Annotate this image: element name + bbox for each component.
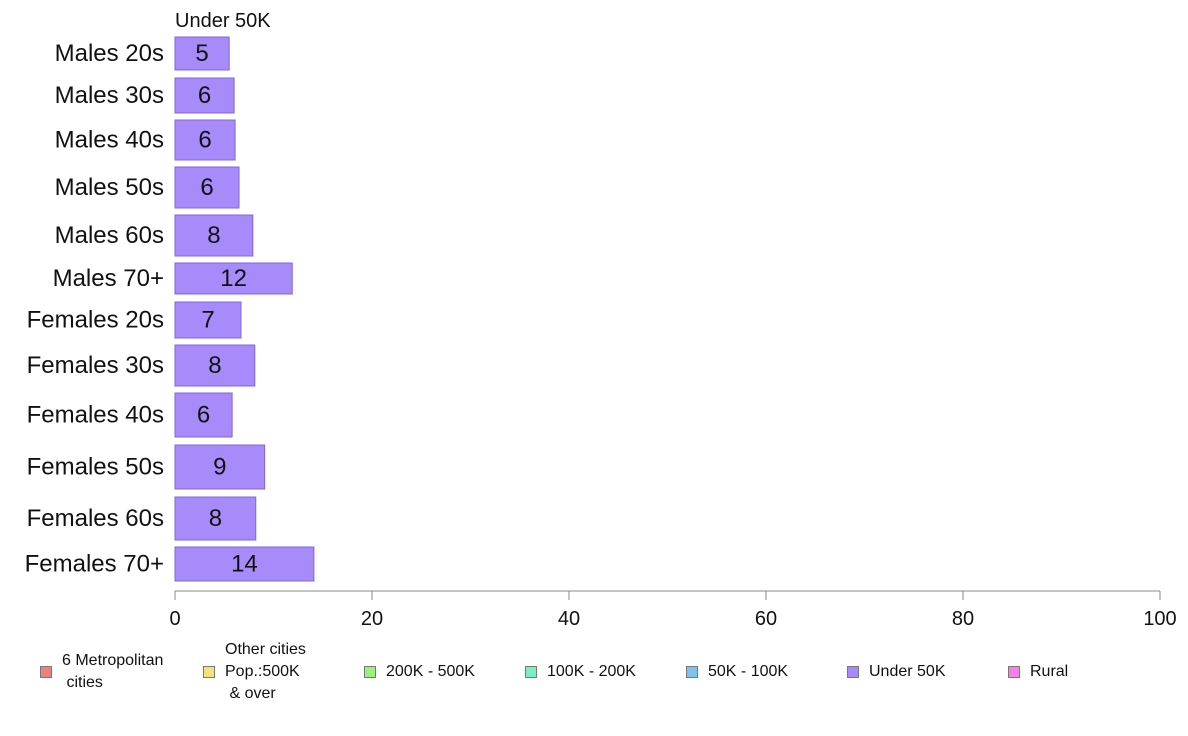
data-label: 8: [207, 222, 220, 249]
legend-swatch: [1008, 666, 1020, 678]
legend-label: 50K - 100K: [708, 663, 789, 680]
legend-item: 50K - 100K: [686, 661, 788, 683]
bars-group: Males 20s 5 Males 30s 6 Males 40s 6 Males 50s 6…: [25, 36, 315, 582]
legend-label: Other cities Pop.:500K & over: [225, 641, 306, 702]
x-tick-label: 100: [1143, 608, 1176, 630]
data-label: 14: [231, 551, 258, 578]
legend-swatch: [525, 666, 537, 678]
legend-label: Rural: [1030, 663, 1069, 680]
legend-item: Under 50K: [847, 661, 946, 683]
data-label: 7: [201, 307, 214, 334]
data-label: 6: [198, 127, 211, 154]
data-label: 8: [208, 352, 221, 379]
bar: [174, 36, 230, 71]
category-label: Females 50s: [27, 454, 164, 481]
legend-swatch: [40, 666, 52, 678]
legend-label: 200K - 500K: [386, 663, 475, 680]
x-tick-label: 0: [169, 608, 180, 630]
bar: [174, 496, 257, 541]
category-label: Females 20s: [27, 307, 164, 334]
legend-item: Rural: [1008, 661, 1068, 683]
category-label: Females 30s: [27, 352, 164, 379]
data-label: 12: [220, 265, 247, 292]
chart-title: Under 50K: [175, 10, 271, 32]
bar-chart: Under 50K Males 20s 5 Males 30s 6 Males 40s 6…: [25, 10, 1177, 630]
bar: [174, 119, 236, 161]
category-label: Males 30s: [55, 82, 164, 109]
category-label: Males 50s: [55, 174, 164, 201]
bar: [174, 77, 235, 114]
data-label: 5: [195, 40, 208, 67]
legend-label: 100K - 200K: [547, 663, 636, 680]
category-label: Females 60s: [27, 505, 164, 532]
legend-label: 6 Metropolitan cities: [62, 652, 164, 691]
x-axis: 0 20 40 60 80 100: [169, 590, 1177, 630]
bar: [174, 301, 242, 339]
bar: [174, 262, 293, 295]
legend-item: Other cities Pop.:500K & over: [203, 639, 306, 705]
legend-swatch: [847, 666, 859, 678]
data-label: 6: [200, 174, 213, 201]
bar: [174, 344, 256, 387]
legend-item: 200K - 500K: [364, 661, 475, 683]
category-label: Males 70+: [53, 265, 164, 292]
data-label: 8: [209, 505, 222, 532]
data-label: 6: [197, 402, 210, 429]
legend-swatch: [364, 666, 376, 678]
category-label: Females 70+: [25, 551, 164, 578]
category-label: Males 40s: [55, 127, 164, 154]
legend-item: 100K - 200K: [525, 661, 636, 683]
bar: [174, 166, 240, 209]
bar: [174, 444, 266, 490]
category-label: Males 20s: [55, 40, 164, 67]
legend-item: 6 Metropolitan cities: [40, 650, 163, 694]
bar: [174, 392, 233, 438]
x-tick-label: 40: [558, 608, 580, 630]
data-label: 6: [198, 82, 211, 109]
bar: [174, 214, 254, 257]
category-label: Males 60s: [55, 222, 164, 249]
data-label: 9: [213, 454, 226, 481]
category-label: Females 40s: [27, 402, 164, 429]
bar: [174, 546, 315, 582]
x-tick-label: 60: [755, 608, 777, 630]
legend: 6 Metropolitan cities Other cities Pop.:5…: [0, 640, 1188, 720]
legend-swatch: [203, 666, 215, 678]
x-tick-label: 20: [361, 608, 383, 630]
x-tick-label: 80: [952, 608, 974, 630]
legend-label: Under 50K: [869, 663, 946, 680]
legend-swatch: [686, 666, 698, 678]
